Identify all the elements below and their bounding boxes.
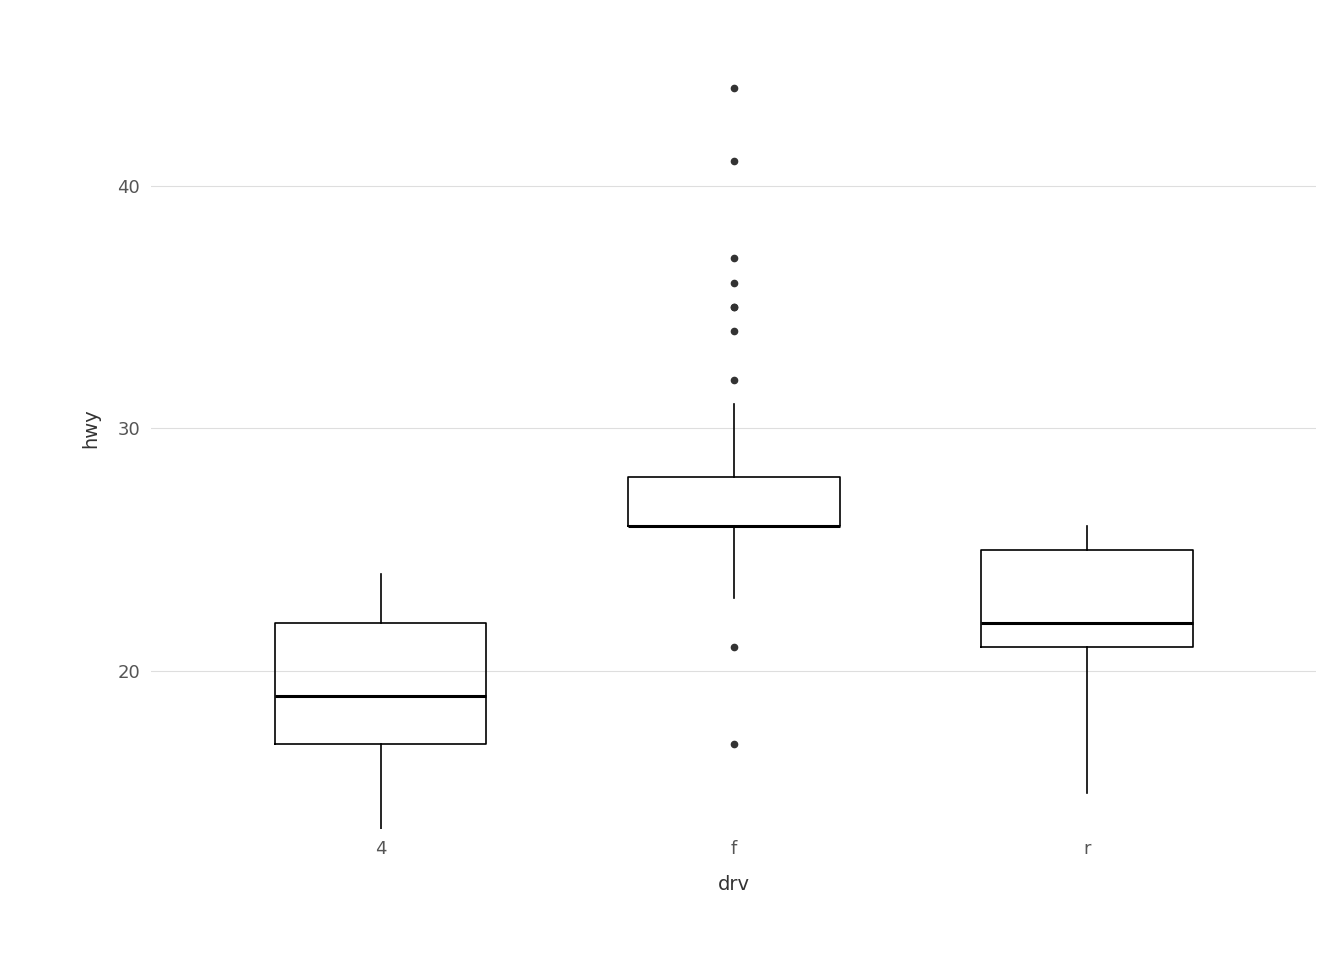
Y-axis label: hwy: hwy: [82, 409, 101, 448]
X-axis label: drv: drv: [718, 875, 750, 894]
